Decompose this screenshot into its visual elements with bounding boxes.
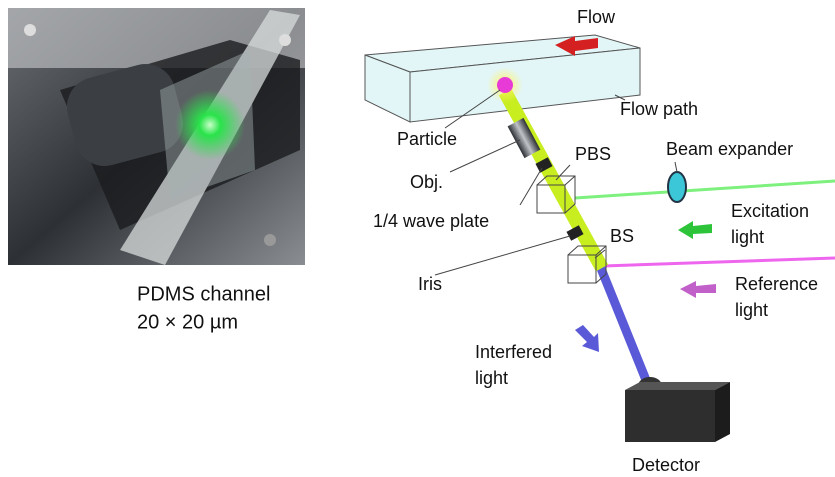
detector (625, 390, 715, 442)
excitation-beam (575, 181, 835, 198)
excitation-arrow (678, 221, 712, 239)
photo (8, 8, 305, 265)
reference-beam (603, 258, 835, 266)
label: Excitation (731, 201, 809, 221)
label: Detector (632, 455, 700, 475)
page: PDMS channel 20 × 20 µm Flow Flo (0, 0, 835, 477)
label: Interfered (475, 342, 552, 362)
label: PBS (575, 144, 611, 164)
label: light (731, 227, 764, 247)
label: Iris (418, 274, 442, 294)
label: light (735, 300, 768, 320)
diagram: PDMS channel 20 × 20 µm Flow Flo (0, 0, 835, 477)
label: Obj. (410, 172, 443, 192)
photo-caption: 20 × 20 µm (137, 311, 238, 333)
label: Reference (735, 274, 818, 294)
label: Particle (397, 129, 457, 149)
label: Flow path (620, 99, 698, 119)
interfered-beam (600, 266, 648, 385)
label: BS (610, 226, 634, 246)
reference-arrow (680, 281, 716, 298)
label: Flow (577, 7, 616, 27)
signal-beam (505, 92, 602, 268)
label: 1/4 wave plate (373, 211, 489, 231)
interfered-arrow (575, 325, 599, 352)
label: light (475, 368, 508, 388)
beam-expander (668, 172, 686, 202)
photo-caption: PDMS channel (137, 283, 270, 305)
label: Beam expander (666, 139, 793, 159)
